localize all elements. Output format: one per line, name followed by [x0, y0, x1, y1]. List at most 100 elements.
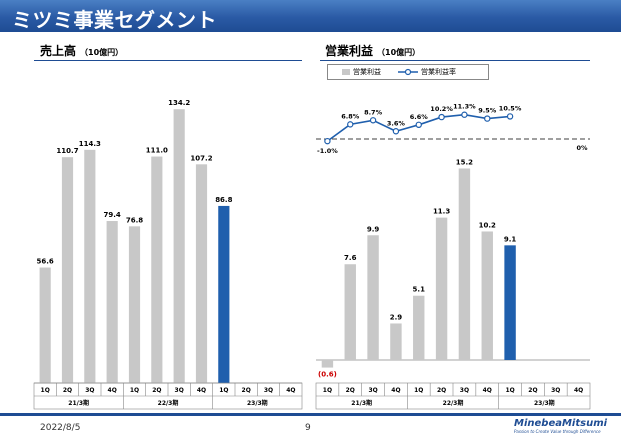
sales-title-underline — [34, 60, 302, 61]
op-bar — [321, 360, 334, 368]
sales-group-label: 21/3期 — [68, 399, 89, 407]
sales-category-label: 3Q — [175, 387, 184, 394]
margin-point-label: 11.3% — [453, 103, 476, 111]
sales-value-label: 111.0 — [146, 147, 168, 155]
op-bar — [481, 231, 493, 360]
sales-category-label: 3Q — [264, 387, 273, 394]
margin-point — [461, 111, 468, 118]
op-legend: 営業利益 営業利益率 — [327, 64, 489, 80]
op-value-label: (0.6) — [318, 371, 337, 379]
footer-divider — [0, 413, 621, 416]
sales-bar — [195, 164, 208, 383]
op-bar — [458, 168, 471, 360]
sales-category-label: 1Q — [130, 387, 139, 394]
sales-value-label: 76.8 — [126, 216, 143, 224]
margin-point — [415, 121, 422, 129]
margin-point — [438, 113, 445, 121]
sales-bar — [61, 157, 74, 383]
sales-bar — [106, 221, 118, 383]
op-category-label: 1Q — [323, 387, 332, 394]
logo-tagline: Passion to Create Value through Differen… — [514, 429, 601, 434]
margin-point — [369, 117, 377, 124]
margin-point — [484, 115, 491, 122]
margin-point — [506, 113, 514, 120]
sales-category-label: 4Q — [286, 387, 295, 394]
legend-line-label: 営業利益率 — [421, 68, 456, 76]
sales-title-text: 売上高 — [40, 44, 77, 58]
op-title-text: 営業利益 — [325, 44, 374, 58]
op-category-label: 2Q — [346, 387, 355, 394]
sales-value-label: 110.7 — [56, 147, 78, 155]
sales-category-label: 1Q — [219, 387, 228, 394]
op-unit: （10億円） — [377, 48, 421, 57]
margin-point-label: 10.5% — [499, 104, 522, 112]
op-category-label: 4Q — [483, 387, 492, 394]
margin-point-label: 8.7% — [364, 108, 383, 116]
sales-bar — [151, 156, 163, 383]
company-logo: MinebeaMitsumi Passion to Create Value t… — [514, 418, 607, 434]
op-bar — [367, 235, 379, 360]
sales-value-label: 56.6 — [37, 258, 54, 266]
margin-point-label: 9.5% — [478, 107, 497, 115]
op-category-label: 3Q — [551, 387, 560, 394]
op-value-label: 11.3 — [433, 208, 450, 216]
op-value-label: 9.9 — [367, 225, 380, 233]
sales-bar — [173, 109, 185, 384]
margin-zero-label: 0% — [576, 144, 588, 152]
margin-point — [347, 121, 354, 128]
op-group-label: 22/3期 — [443, 399, 464, 407]
op-title-underline — [320, 60, 590, 61]
op-value-label: 7.6 — [344, 254, 357, 262]
op-value-label: 5.1 — [413, 286, 426, 294]
sales-unit: （10億円） — [80, 48, 124, 57]
sales-value-label: 86.8 — [215, 196, 232, 204]
sales-group-label: 22/3期 — [158, 399, 179, 407]
sales-value-label: 79.4 — [104, 211, 121, 219]
margin-point-label: 6.8% — [341, 112, 360, 120]
sales-category-label: 2Q — [242, 387, 251, 394]
op-bar — [413, 295, 425, 360]
op-category-label: 4Q — [391, 387, 400, 394]
op-group-label: 21/3期 — [351, 399, 372, 407]
sales-category-label: 2Q — [63, 387, 72, 394]
sales-value-label: 107.2 — [190, 154, 212, 162]
page-title: ミツミ事業セグメント — [12, 8, 217, 32]
margin-point-label: 10.2% — [430, 105, 453, 113]
sales-bar — [128, 226, 141, 383]
op-category-label: 1Q — [414, 387, 423, 394]
op-category-label: 1Q — [505, 387, 514, 394]
sales-category-label: 2Q — [152, 387, 161, 394]
sales-category-label: 1Q — [41, 387, 50, 394]
sales-title: 売上高 （10億円） — [40, 42, 123, 59]
op-value-label: 15.2 — [456, 158, 473, 166]
sales-category-label: 4Q — [197, 387, 206, 394]
logo-text: MinebeaMitsumi — [514, 418, 608, 429]
op-category-label: 3Q — [460, 387, 469, 394]
op-bar — [435, 217, 448, 360]
sales-category-label: 4Q — [108, 387, 117, 394]
margin-point — [392, 128, 400, 135]
sales-value-label: 114.3 — [79, 140, 101, 148]
op-bar — [344, 264, 356, 360]
sales-bar — [218, 205, 230, 383]
margin-point-label: 3.6% — [387, 119, 406, 127]
op-group-label: 23/3期 — [534, 399, 555, 407]
page-number: 9 — [305, 423, 311, 433]
legend-swatches — [342, 68, 418, 76]
margin-point — [324, 137, 331, 145]
margin-point-label: 6.6% — [410, 113, 429, 121]
sales-bar — [84, 149, 96, 383]
op-value-label: 10.2 — [479, 221, 496, 229]
header-bar: ミツミ事業セグメント — [0, 0, 621, 32]
sales-value-label: 134.2 — [168, 99, 190, 107]
op-value-label: 2.9 — [390, 313, 403, 321]
legend-line-marker — [404, 68, 412, 76]
op-value-label: 9.1 — [504, 235, 517, 243]
legend-bar-swatch — [342, 69, 350, 75]
legend-bar-label: 営業利益 — [353, 68, 381, 76]
op-bar — [504, 245, 516, 360]
footer-date: 2022/8/5 — [40, 423, 81, 433]
op-category-label: 3Q — [368, 387, 377, 394]
